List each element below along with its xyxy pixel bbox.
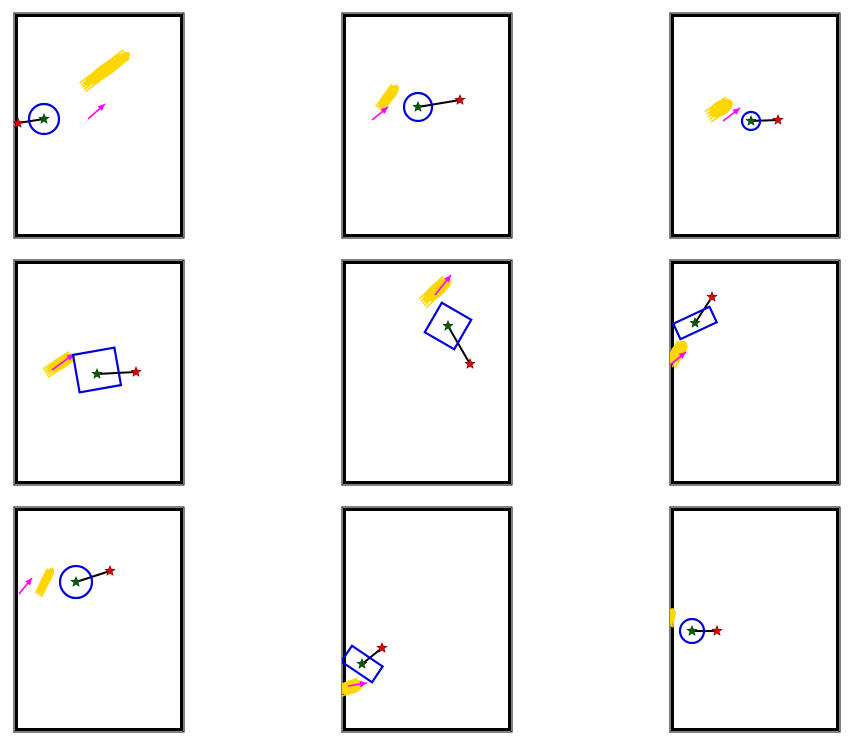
direction-arrow <box>347 680 368 688</box>
panel-frame <box>343 14 511 237</box>
link-line <box>96 371 137 375</box>
direction-arrow <box>371 106 389 121</box>
direction-arrow <box>18 577 33 595</box>
highlight-blob <box>79 49 131 93</box>
direction-arrow <box>670 351 687 366</box>
panel-frame <box>15 508 183 731</box>
link-line <box>447 325 471 365</box>
panel-frame-outer <box>669 259 841 486</box>
center-star-icon <box>356 657 368 669</box>
center-star-icon <box>38 112 50 124</box>
target-star-icon <box>454 93 466 105</box>
object-square <box>423 301 473 351</box>
panel-frame <box>671 508 839 731</box>
panel-frame-outer <box>341 259 513 486</box>
panel-8 <box>341 506 513 733</box>
center-star-icon <box>442 319 454 331</box>
panel-frame-outer <box>669 12 841 239</box>
link-line <box>361 647 383 665</box>
panel-3 <box>669 12 841 239</box>
object-circle <box>58 564 94 600</box>
panel-frame <box>15 14 183 237</box>
panel-frame <box>343 508 511 731</box>
panel-frame-outer <box>341 506 513 733</box>
target-star-icon <box>464 357 476 369</box>
target-star-icon <box>14 116 24 128</box>
object-square <box>71 346 123 394</box>
link-line <box>750 119 779 122</box>
center-star-icon <box>91 367 103 379</box>
target-star-icon <box>706 290 718 302</box>
highlight-blob <box>34 567 55 597</box>
panel-content <box>704 96 784 132</box>
direction-arrow <box>722 107 741 122</box>
panel-2 <box>341 12 513 239</box>
link-line <box>17 118 45 124</box>
panel-frame <box>671 261 839 484</box>
center-star-icon <box>686 624 698 636</box>
highlight-blob <box>342 677 363 698</box>
panel-content <box>670 290 719 369</box>
direction-arrow <box>87 103 106 120</box>
panel-content <box>342 641 388 698</box>
panel-content <box>418 274 476 369</box>
panel-frame-outer <box>13 506 185 733</box>
panel-7 <box>13 506 185 733</box>
panel-5 <box>341 259 513 486</box>
highlight-blob <box>670 340 688 369</box>
panel-frame-outer <box>13 259 185 486</box>
object-circle <box>740 110 762 132</box>
center-star-icon <box>745 114 757 126</box>
target-star-icon <box>711 624 723 636</box>
panel-content <box>18 564 116 600</box>
panel-content <box>670 608 723 645</box>
highlight-blob <box>704 96 733 123</box>
panel-content <box>14 49 131 136</box>
panel-content <box>371 84 466 123</box>
panel-1 <box>13 12 185 239</box>
object-rectangle <box>342 644 385 684</box>
center-star-icon <box>412 100 424 112</box>
panel-frame <box>671 14 839 237</box>
panel-frame-outer <box>13 12 185 239</box>
target-star-icon <box>772 113 784 125</box>
panel-9 <box>669 506 841 733</box>
target-star-icon <box>104 564 116 576</box>
link-line <box>417 99 461 108</box>
target-star-icon <box>130 365 142 377</box>
center-star-icon <box>689 316 701 328</box>
object-circle <box>402 91 434 123</box>
panel-frame-outer <box>341 12 513 239</box>
panel-4 <box>13 259 185 486</box>
object-circle <box>678 617 706 645</box>
object-circle <box>27 102 61 136</box>
panel-content <box>42 346 142 394</box>
target-star-icon <box>376 641 388 653</box>
panel-6 <box>669 259 841 486</box>
object-rectangle <box>671 305 719 341</box>
direction-arrow <box>434 274 452 296</box>
highlight-blob <box>670 608 676 628</box>
center-star-icon <box>70 575 82 587</box>
